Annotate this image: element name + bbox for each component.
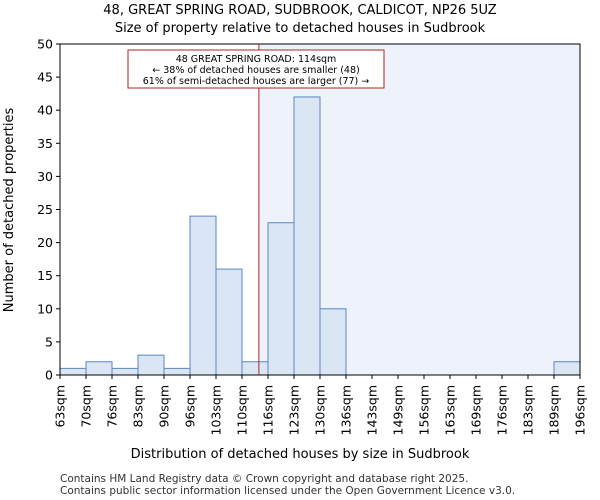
annotation-line-3: 61% of semi-detached houses are larger (… (143, 76, 370, 87)
bar-130sqm (319, 308, 347, 376)
x-tick-63sqm: 63sqm (53, 385, 68, 428)
x-tick-189sqm: 189sqm (547, 385, 562, 435)
bar-96sqm (189, 215, 217, 376)
y-tick-20: 20 (37, 235, 53, 250)
x-tick-156sqm: 156sqm (417, 385, 432, 435)
y-tick-35: 35 (37, 136, 53, 151)
y-tick-5: 5 (45, 334, 53, 349)
chart-title: 48, GREAT SPRING ROAD, SUDBROOK, CALDICO… (103, 3, 497, 18)
bar-189sqm (553, 361, 581, 376)
annotation-frame (127, 49, 385, 89)
x-tick-130sqm: 130sqm (313, 385, 328, 435)
y-tick-0: 0 (45, 368, 53, 383)
x-tick-176sqm: 176sqm (495, 385, 510, 435)
x-tick-183sqm: 183sqm (521, 385, 536, 435)
bar-series (59, 96, 581, 376)
y-tick-30: 30 (37, 169, 53, 184)
x-tick-76sqm: 76sqm (105, 385, 120, 428)
y-tick-15: 15 (37, 268, 53, 283)
bar-70sqm (85, 361, 113, 376)
plot-frame (59, 43, 581, 376)
x-tick-143sqm: 143sqm (365, 385, 380, 435)
x-tick-110sqm: 110sqm (235, 385, 250, 435)
footer-line-1: Contains HM Land Registry data © Crown c… (60, 473, 468, 485)
bar-110sqm (241, 361, 269, 376)
x-axis-label: Distribution of detached houses by size … (131, 447, 470, 462)
y-axis-label: Number of detached properties (2, 108, 17, 313)
bar-90sqm (163, 367, 191, 376)
bar-123sqm (293, 96, 321, 376)
bar-76sqm (111, 367, 139, 376)
bar-116sqm (267, 222, 295, 376)
x-tick-83sqm: 83sqm (131, 385, 146, 428)
x-tick-116sqm: 116sqm (261, 385, 276, 435)
y-tick-40: 40 (37, 103, 53, 118)
footer-line-2: Contains public sector information licen… (60, 485, 515, 497)
x-tick-70sqm: 70sqm (79, 385, 94, 428)
annotation-line-1: 48 GREAT SPRING ROAD: 114sqm (176, 54, 337, 65)
annotation-box: 48 GREAT SPRING ROAD: 114sqm ← 38% of de… (127, 49, 385, 89)
x-tick-96sqm: 96sqm (183, 385, 198, 428)
x-tick-196sqm: 196sqm (573, 385, 588, 435)
x-tick-163sqm: 163sqm (443, 385, 458, 435)
y-tick-10: 10 (37, 301, 53, 316)
y-tick-25: 25 (37, 202, 53, 217)
x-tick-90sqm: 90sqm (157, 385, 172, 428)
x-axis-ticks: 63sqm 70sqm 76sqm 83sqm 90sqm 96sqm 103sqm 110s… (53, 375, 588, 435)
y-tick-45: 45 (37, 70, 53, 85)
x-tick-103sqm: 103sqm (209, 385, 224, 435)
y-axis-ticks: 0 5 10 15 20 25 30 35 40 45 50 (37, 37, 60, 383)
y-tick-50: 50 (37, 37, 53, 52)
bar-103sqm (215, 268, 243, 376)
x-tick-169sqm: 169sqm (469, 385, 484, 435)
annotation-line-2: ← 38% of detached houses are smaller (48… (152, 65, 359, 76)
bar-83sqm (137, 354, 165, 376)
bar-63sqm (59, 367, 87, 376)
x-tick-149sqm: 149sqm (391, 385, 406, 435)
x-tick-123sqm: 123sqm (287, 385, 302, 435)
x-tick-136sqm: 136sqm (339, 385, 354, 435)
chart-subtitle: Size of property relative to detached ho… (115, 21, 486, 36)
